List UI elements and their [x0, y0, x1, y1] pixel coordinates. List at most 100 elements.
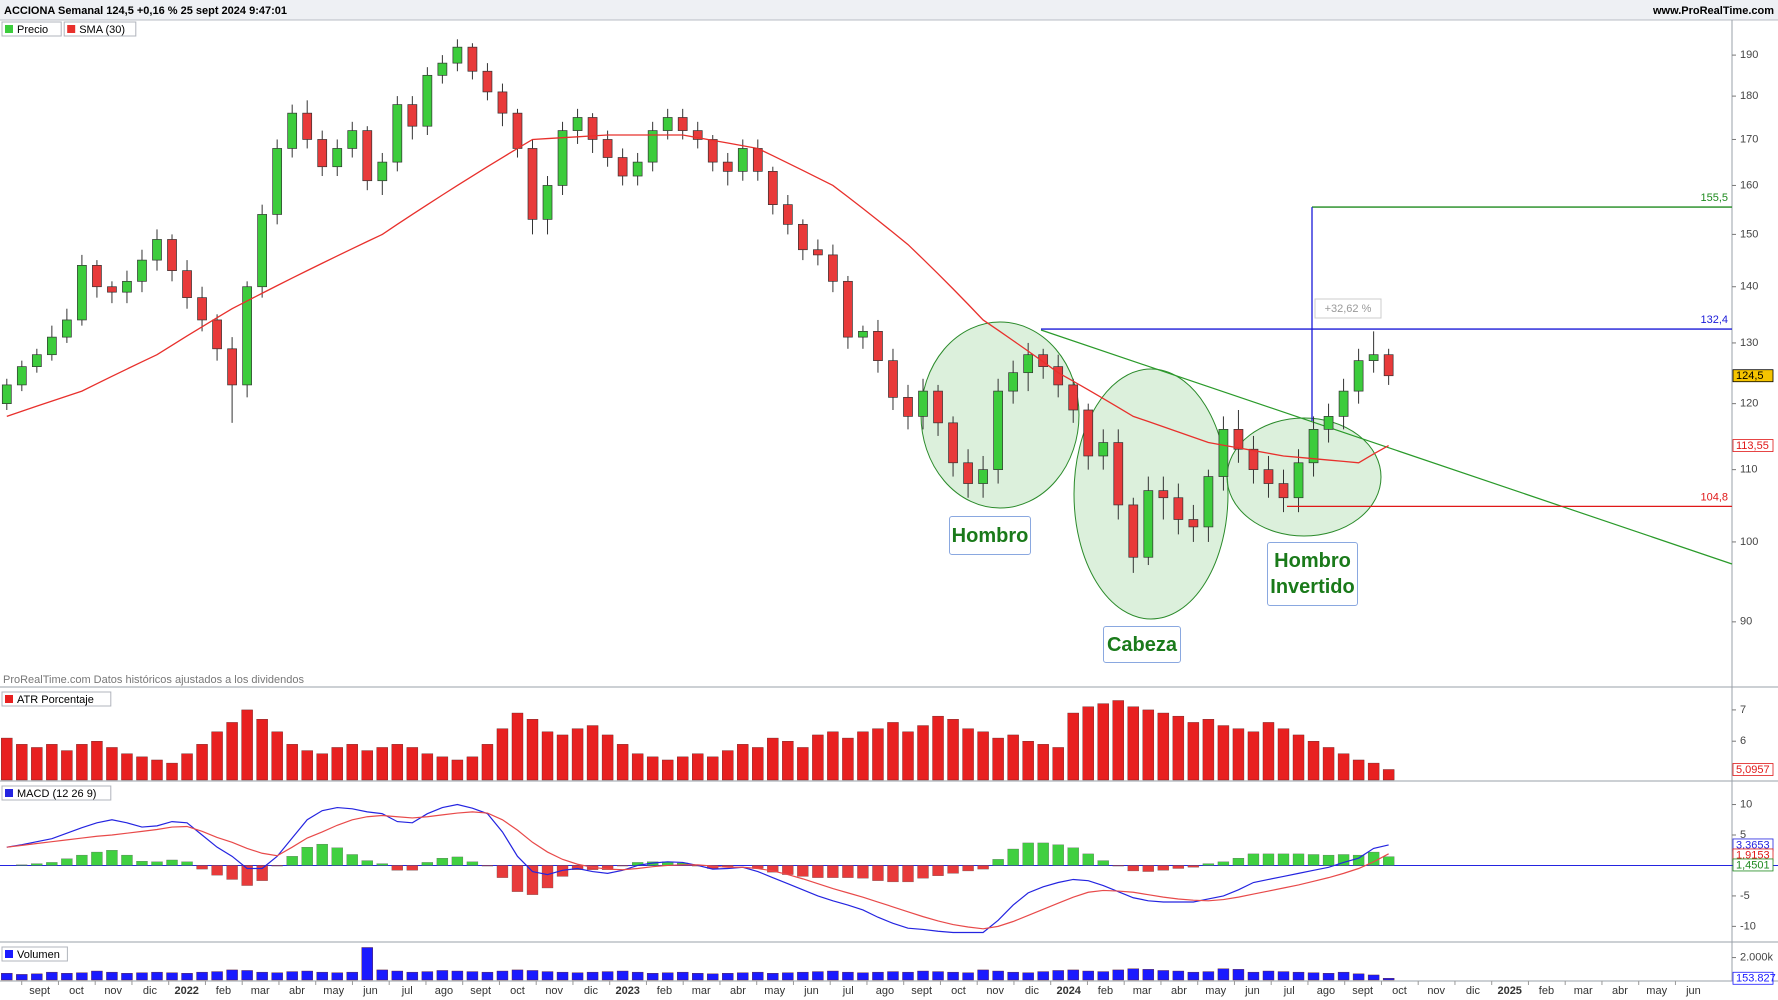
candle-body	[107, 286, 117, 293]
candle-body	[1383, 354, 1394, 377]
bar	[1, 973, 13, 981]
candle-body	[1203, 476, 1214, 528]
histogram-bar	[1157, 865, 1169, 871]
y-tick-label: 10	[1740, 798, 1752, 810]
x-tick-label: dic	[1025, 985, 1040, 997]
legend-box	[1, 785, 112, 801]
bar	[827, 731, 839, 781]
bar	[902, 971, 914, 981]
histogram-bar	[331, 847, 343, 866]
bar	[226, 722, 238, 781]
bar	[902, 731, 914, 781]
candle-body	[918, 390, 928, 417]
bar	[406, 971, 419, 981]
bar	[887, 971, 899, 981]
value-tag-label: 153.827	[1736, 973, 1776, 985]
bar	[166, 972, 178, 981]
bar	[1217, 725, 1230, 781]
bar	[646, 756, 659, 781]
bar	[782, 740, 794, 781]
candle-body	[452, 46, 463, 64]
bar	[692, 753, 704, 781]
annotation: Hombro Invertido	[1267, 542, 1358, 606]
bar	[1172, 715, 1185, 781]
candle-body	[1128, 504, 1139, 558]
candle-body	[903, 396, 913, 417]
x-tick-label: abr	[730, 985, 746, 997]
bar	[526, 970, 539, 981]
bar	[211, 971, 223, 981]
bar	[797, 971, 809, 981]
bar	[707, 756, 719, 781]
candle-body	[512, 112, 523, 149]
candle-body	[1173, 497, 1184, 520]
histogram-bar	[902, 865, 914, 883]
bar	[466, 756, 479, 781]
candle-body	[1083, 409, 1094, 457]
bar	[496, 728, 509, 781]
legend-swatch	[5, 789, 13, 797]
candle-body	[272, 148, 283, 215]
bar	[677, 756, 689, 781]
legend-swatch	[5, 950, 13, 958]
candle-body	[122, 280, 132, 293]
x-tick-label: 2023	[615, 985, 639, 997]
indicator-line	[6, 811, 1389, 930]
percent-label: +32,62 %	[1325, 303, 1372, 315]
candle-body	[813, 249, 823, 256]
candle-body	[798, 223, 808, 251]
value-tag-label: 5,0957	[1736, 764, 1770, 776]
y-tick-label: 180	[1740, 90, 1758, 102]
y-tick-label: 2.000k	[1740, 951, 1774, 963]
x-tick-label: jul	[842, 985, 854, 997]
candle-body	[16, 366, 27, 386]
legend-swatch	[67, 25, 76, 33]
histogram-bar	[226, 865, 238, 880]
bar	[316, 971, 328, 981]
bar	[1082, 706, 1094, 781]
y-tick-label: 150	[1740, 228, 1758, 240]
bar	[271, 972, 283, 981]
x-tick-label: 2022	[174, 985, 198, 997]
annotation: Hombro	[949, 516, 1031, 555]
bar	[556, 734, 569, 781]
percent-box	[1314, 298, 1382, 319]
candle-body	[437, 62, 448, 76]
bar	[451, 970, 464, 981]
bar	[1367, 762, 1380, 781]
histogram-bar	[962, 865, 974, 872]
bar	[76, 744, 88, 781]
histogram-bar	[256, 865, 268, 881]
x-tick-label: sept	[1352, 985, 1373, 997]
candle-body	[482, 70, 493, 93]
histogram-bar	[511, 865, 524, 892]
legend-box	[63, 21, 137, 37]
legend-box	[1, 21, 62, 37]
x-tick-label: nov	[104, 985, 122, 997]
bar	[767, 973, 779, 981]
bar	[616, 970, 629, 981]
bar	[31, 973, 43, 981]
legend-swatch	[5, 695, 13, 703]
candle-body	[407, 104, 418, 127]
histogram-bar	[436, 857, 449, 866]
y-tick-label: 5	[1740, 829, 1746, 841]
candle-body	[572, 117, 583, 131]
candle-body	[632, 161, 643, 177]
candle-body	[167, 239, 177, 271]
bar	[857, 731, 869, 781]
candle-body	[978, 469, 988, 484]
legend-label: ATR Porcentaje	[17, 694, 94, 706]
x-tick-label: abr	[289, 985, 305, 997]
bar	[121, 973, 133, 981]
bar	[857, 972, 869, 981]
bar	[361, 947, 373, 981]
bar	[91, 970, 103, 981]
histogram-bar	[406, 865, 418, 871]
candle-body	[828, 254, 838, 282]
candle-body	[227, 348, 237, 386]
bar	[752, 971, 764, 981]
candle-body	[47, 336, 57, 356]
histogram-bar	[316, 843, 328, 866]
